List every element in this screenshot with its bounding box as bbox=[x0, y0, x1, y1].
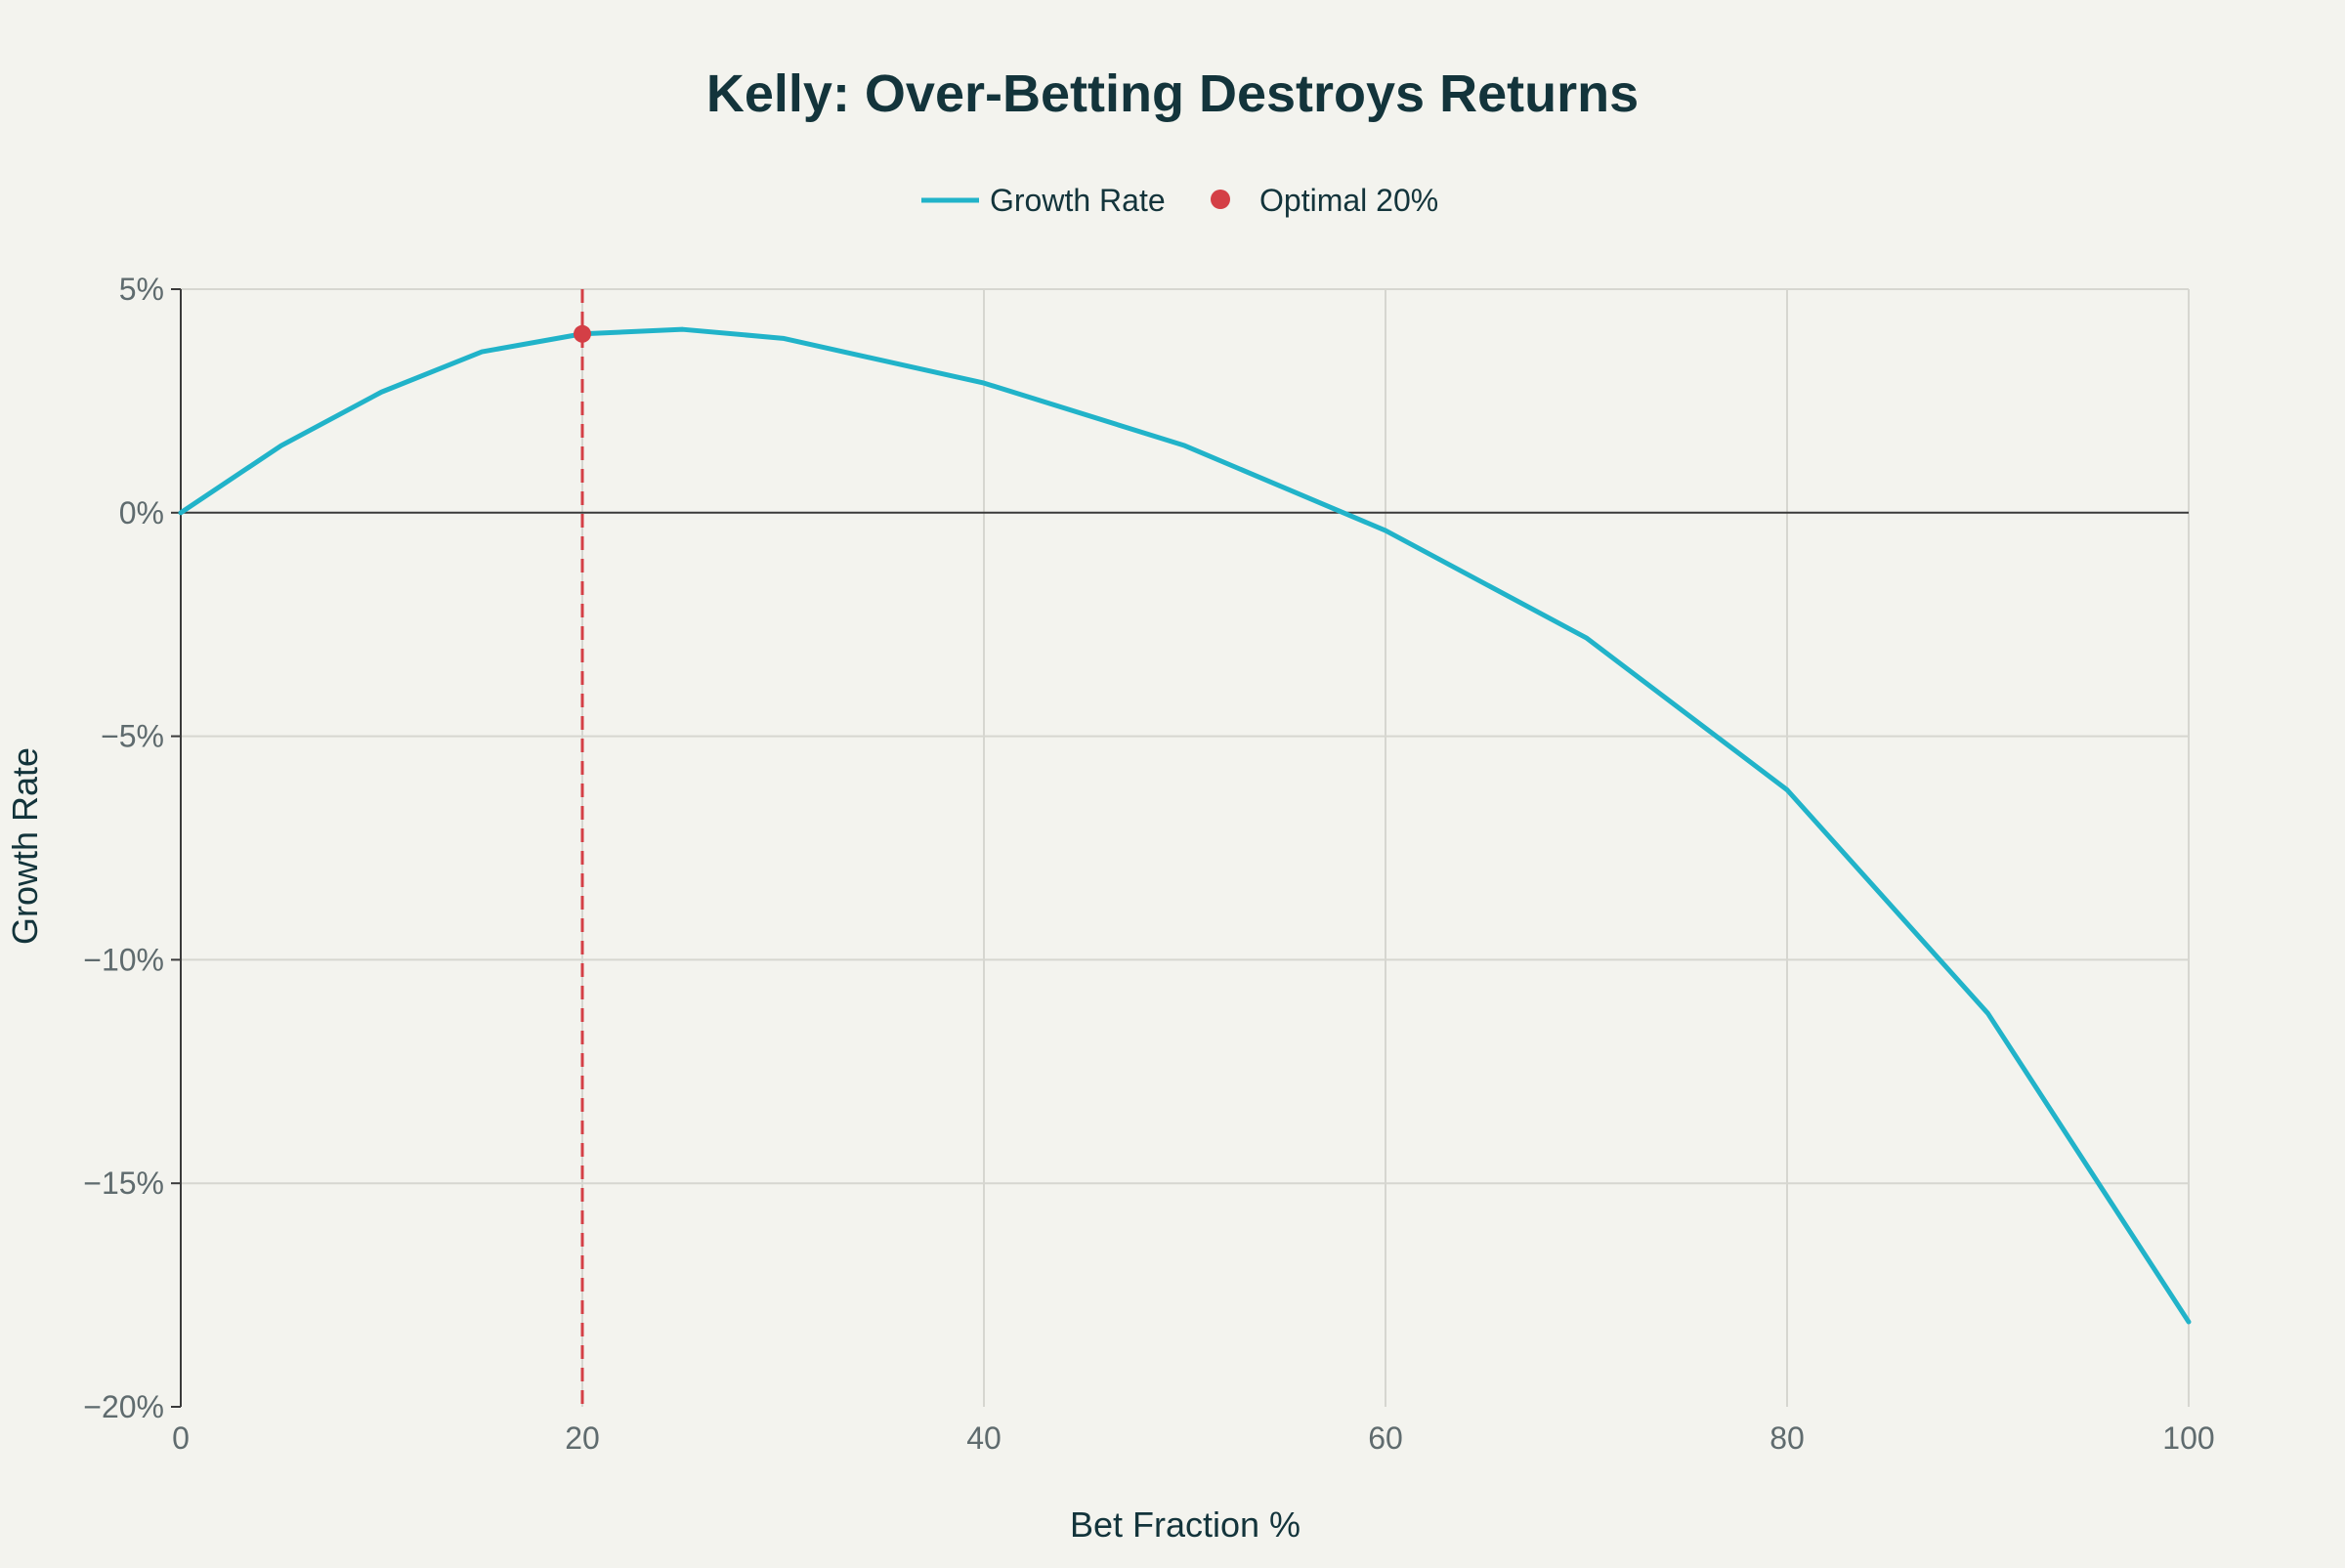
grid-lines bbox=[181, 288, 2190, 1407]
y-tick-label: −15% bbox=[83, 1165, 164, 1201]
legend: Growth Rate Optimal 20% bbox=[921, 183, 1438, 218]
x-tick-label: 100 bbox=[2162, 1420, 2214, 1456]
x-axis-title: Bet Fraction % bbox=[1070, 1504, 1300, 1545]
series-layer bbox=[178, 289, 2192, 1407]
y-tick-label: −20% bbox=[83, 1389, 164, 1424]
axes bbox=[171, 288, 2189, 1408]
series-line-growth-rate bbox=[178, 326, 2192, 1325]
legend-label-optimal: Optimal 20% bbox=[1259, 183, 1438, 218]
y-tick-label: −10% bbox=[83, 942, 164, 977]
y-tick-label: −5% bbox=[101, 719, 164, 754]
optimal-point-marker bbox=[574, 324, 591, 343]
chart-title: Kelly: Over-Betting Destroys Returns bbox=[706, 64, 1639, 123]
legend-label-growth-rate: Growth Rate bbox=[990, 183, 1166, 218]
y-tick-label: 5% bbox=[119, 272, 164, 307]
tick-labels: 0 20 40 60 80 100 5% 0% −5% −10% −15% −20% bbox=[83, 272, 2214, 1456]
x-tick-label: 0 bbox=[172, 1420, 190, 1456]
legend-point-swatch bbox=[1211, 190, 1230, 209]
x-tick-label: 60 bbox=[1368, 1420, 1403, 1456]
x-tick-label: 80 bbox=[1769, 1420, 1805, 1456]
x-tick-label: 20 bbox=[565, 1420, 600, 1456]
y-tick-label: 0% bbox=[119, 495, 164, 530]
x-tick-label: 40 bbox=[966, 1420, 1002, 1456]
y-axis-title: Growth Rate bbox=[5, 747, 45, 945]
